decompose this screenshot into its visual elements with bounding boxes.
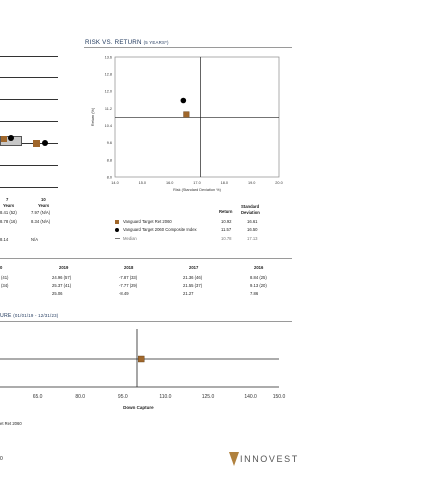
fund-marker	[1, 136, 7, 142]
cell: 8.84 (25)	[250, 275, 267, 280]
capture-title-text: URE	[0, 313, 12, 319]
year-header: 2016	[254, 265, 264, 270]
y-tick-label: 12.8	[105, 73, 112, 77]
fund-point	[183, 111, 190, 118]
capture-legend-label: et Ret 2060	[0, 421, 22, 426]
gridline	[0, 77, 58, 78]
capture-subtitle: (01/01/19 - 12/31/23)	[13, 313, 59, 318]
cell: 7.86	[250, 291, 259, 296]
cell: 7.97 (N/A)	[31, 210, 51, 215]
cell: 21.27	[183, 291, 194, 296]
x-tick-label: 65.0	[33, 394, 43, 400]
gridline	[0, 99, 58, 100]
legend-label: Vanguard Target Ret 2060	[123, 219, 172, 224]
cell: 17.13	[247, 236, 258, 241]
cell: 8.41 (52)	[0, 210, 17, 215]
cell: 25.06	[52, 291, 63, 296]
index-marker	[8, 135, 14, 141]
capture-chart: 65.0 80.0 95.0 110.0 125.0 140.0 150.0 Down Cap…	[0, 329, 286, 410]
risk-return-subtitle: (5 YEARS*)	[143, 40, 169, 45]
innovest-logo-text: INNOVEST	[240, 454, 299, 464]
legend-label: Median	[123, 236, 137, 241]
y-tick-label: 9.6	[107, 141, 112, 145]
plot-frame	[114, 56, 280, 178]
col-7-year-header: Years	[3, 203, 15, 208]
x-tick-label: 110.0	[159, 394, 171, 400]
gridline	[0, 56, 58, 57]
cell: 21.55 (37)	[183, 283, 203, 288]
std-column-header: Deviation	[241, 210, 260, 215]
x-tick-label: 150.0	[273, 394, 286, 400]
cell: 21.36 (46)	[183, 275, 203, 280]
legend-label: Vanguard Target 2060 Composite Index	[123, 227, 197, 232]
cell: -8.49	[119, 291, 129, 296]
median-legend-line	[115, 238, 120, 239]
x-tick-label: 19.0	[248, 181, 255, 185]
year-header: 0	[0, 265, 3, 270]
index-point	[180, 97, 187, 104]
risk-return-title-text: RISK VS. RETURN	[85, 39, 142, 46]
index-marker	[42, 140, 48, 146]
cell: 16.61	[247, 219, 258, 224]
gridline	[0, 121, 58, 122]
section-rule	[0, 258, 292, 259]
y-tick-label: 13.6	[105, 55, 112, 59]
innovest-logo-icon	[229, 452, 239, 466]
cell: 25.37 (41)	[52, 283, 72, 288]
x-axis-label: Down Capture	[123, 405, 154, 410]
page-number: 0	[0, 456, 3, 462]
cell: 16.50	[247, 227, 258, 232]
col-10-year-header: Years	[38, 203, 50, 208]
cell: (34)	[1, 283, 9, 288]
gridline	[0, 143, 58, 144]
x-tick-label: 140.0	[244, 394, 257, 400]
return-column-header: Return	[219, 209, 233, 214]
y-tick-label: 10.4	[105, 124, 112, 128]
cell: 9.13 (20)	[250, 283, 267, 288]
section-rule	[0, 321, 292, 322]
section-rule	[84, 47, 292, 48]
index-legend-marker	[115, 228, 119, 232]
cell: -7.87 (33)	[119, 275, 138, 280]
cell: 8.34 (N/A)	[31, 219, 51, 224]
cell: 24.96 (57)	[52, 275, 72, 280]
std-column-header: Standard	[241, 204, 260, 209]
cell: 8.14	[0, 237, 9, 242]
cell: N/A	[31, 237, 38, 242]
fund-marker	[33, 140, 40, 147]
x-tick-label: 20.0	[275, 181, 282, 185]
x-axis-label: Risk (Standard Deviation %)	[173, 188, 221, 192]
cell: 10.78	[221, 236, 232, 241]
x-tick-label: 18.0	[221, 181, 228, 185]
gridline	[0, 187, 58, 188]
year-header: 2017	[189, 265, 199, 270]
fund-legend-marker	[115, 220, 119, 224]
x-tick-label: 125.0	[202, 394, 215, 400]
y-tick-label: 8.0	[107, 175, 112, 179]
year-header: 2018	[124, 265, 134, 270]
capture-title: URE (01/01/19 - 12/31/23)	[0, 313, 58, 319]
x-tick-label: 80.0	[75, 394, 85, 400]
y-tick-label: 11.2	[105, 107, 112, 111]
fund-point	[138, 355, 145, 363]
col-7-year-header: 7	[6, 197, 9, 202]
x-tick-label: 15.0	[139, 181, 146, 185]
x-tick-label: 14.0	[111, 181, 118, 185]
x-tick-label: 17.0	[193, 181, 200, 185]
col-10-year-header: 10	[41, 197, 46, 202]
risk-return-chart: 8.0 8.8 9.6 10.4 11.2 12.0 12.8 13.6 14.0 15.0 16.…	[91, 55, 283, 192]
gridline	[0, 165, 58, 166]
cell: 10.92	[221, 219, 232, 224]
y-tick-label: 12.0	[105, 90, 112, 94]
cell: -7.77 (29)	[119, 283, 138, 288]
x-tick-label: 16.0	[166, 181, 173, 185]
cell: 11.57	[221, 227, 232, 232]
cell: (41)	[1, 275, 9, 280]
cell: 8.78 (16)	[0, 219, 17, 224]
year-header: 2019	[59, 265, 69, 270]
x-tick-label: 95.0	[118, 394, 128, 400]
y-tick-label: 8.8	[107, 158, 112, 162]
risk-return-title: RISK VS. RETURN (5 YEARS*)	[85, 39, 169, 46]
y-axis-label: Return (%)	[91, 107, 95, 126]
